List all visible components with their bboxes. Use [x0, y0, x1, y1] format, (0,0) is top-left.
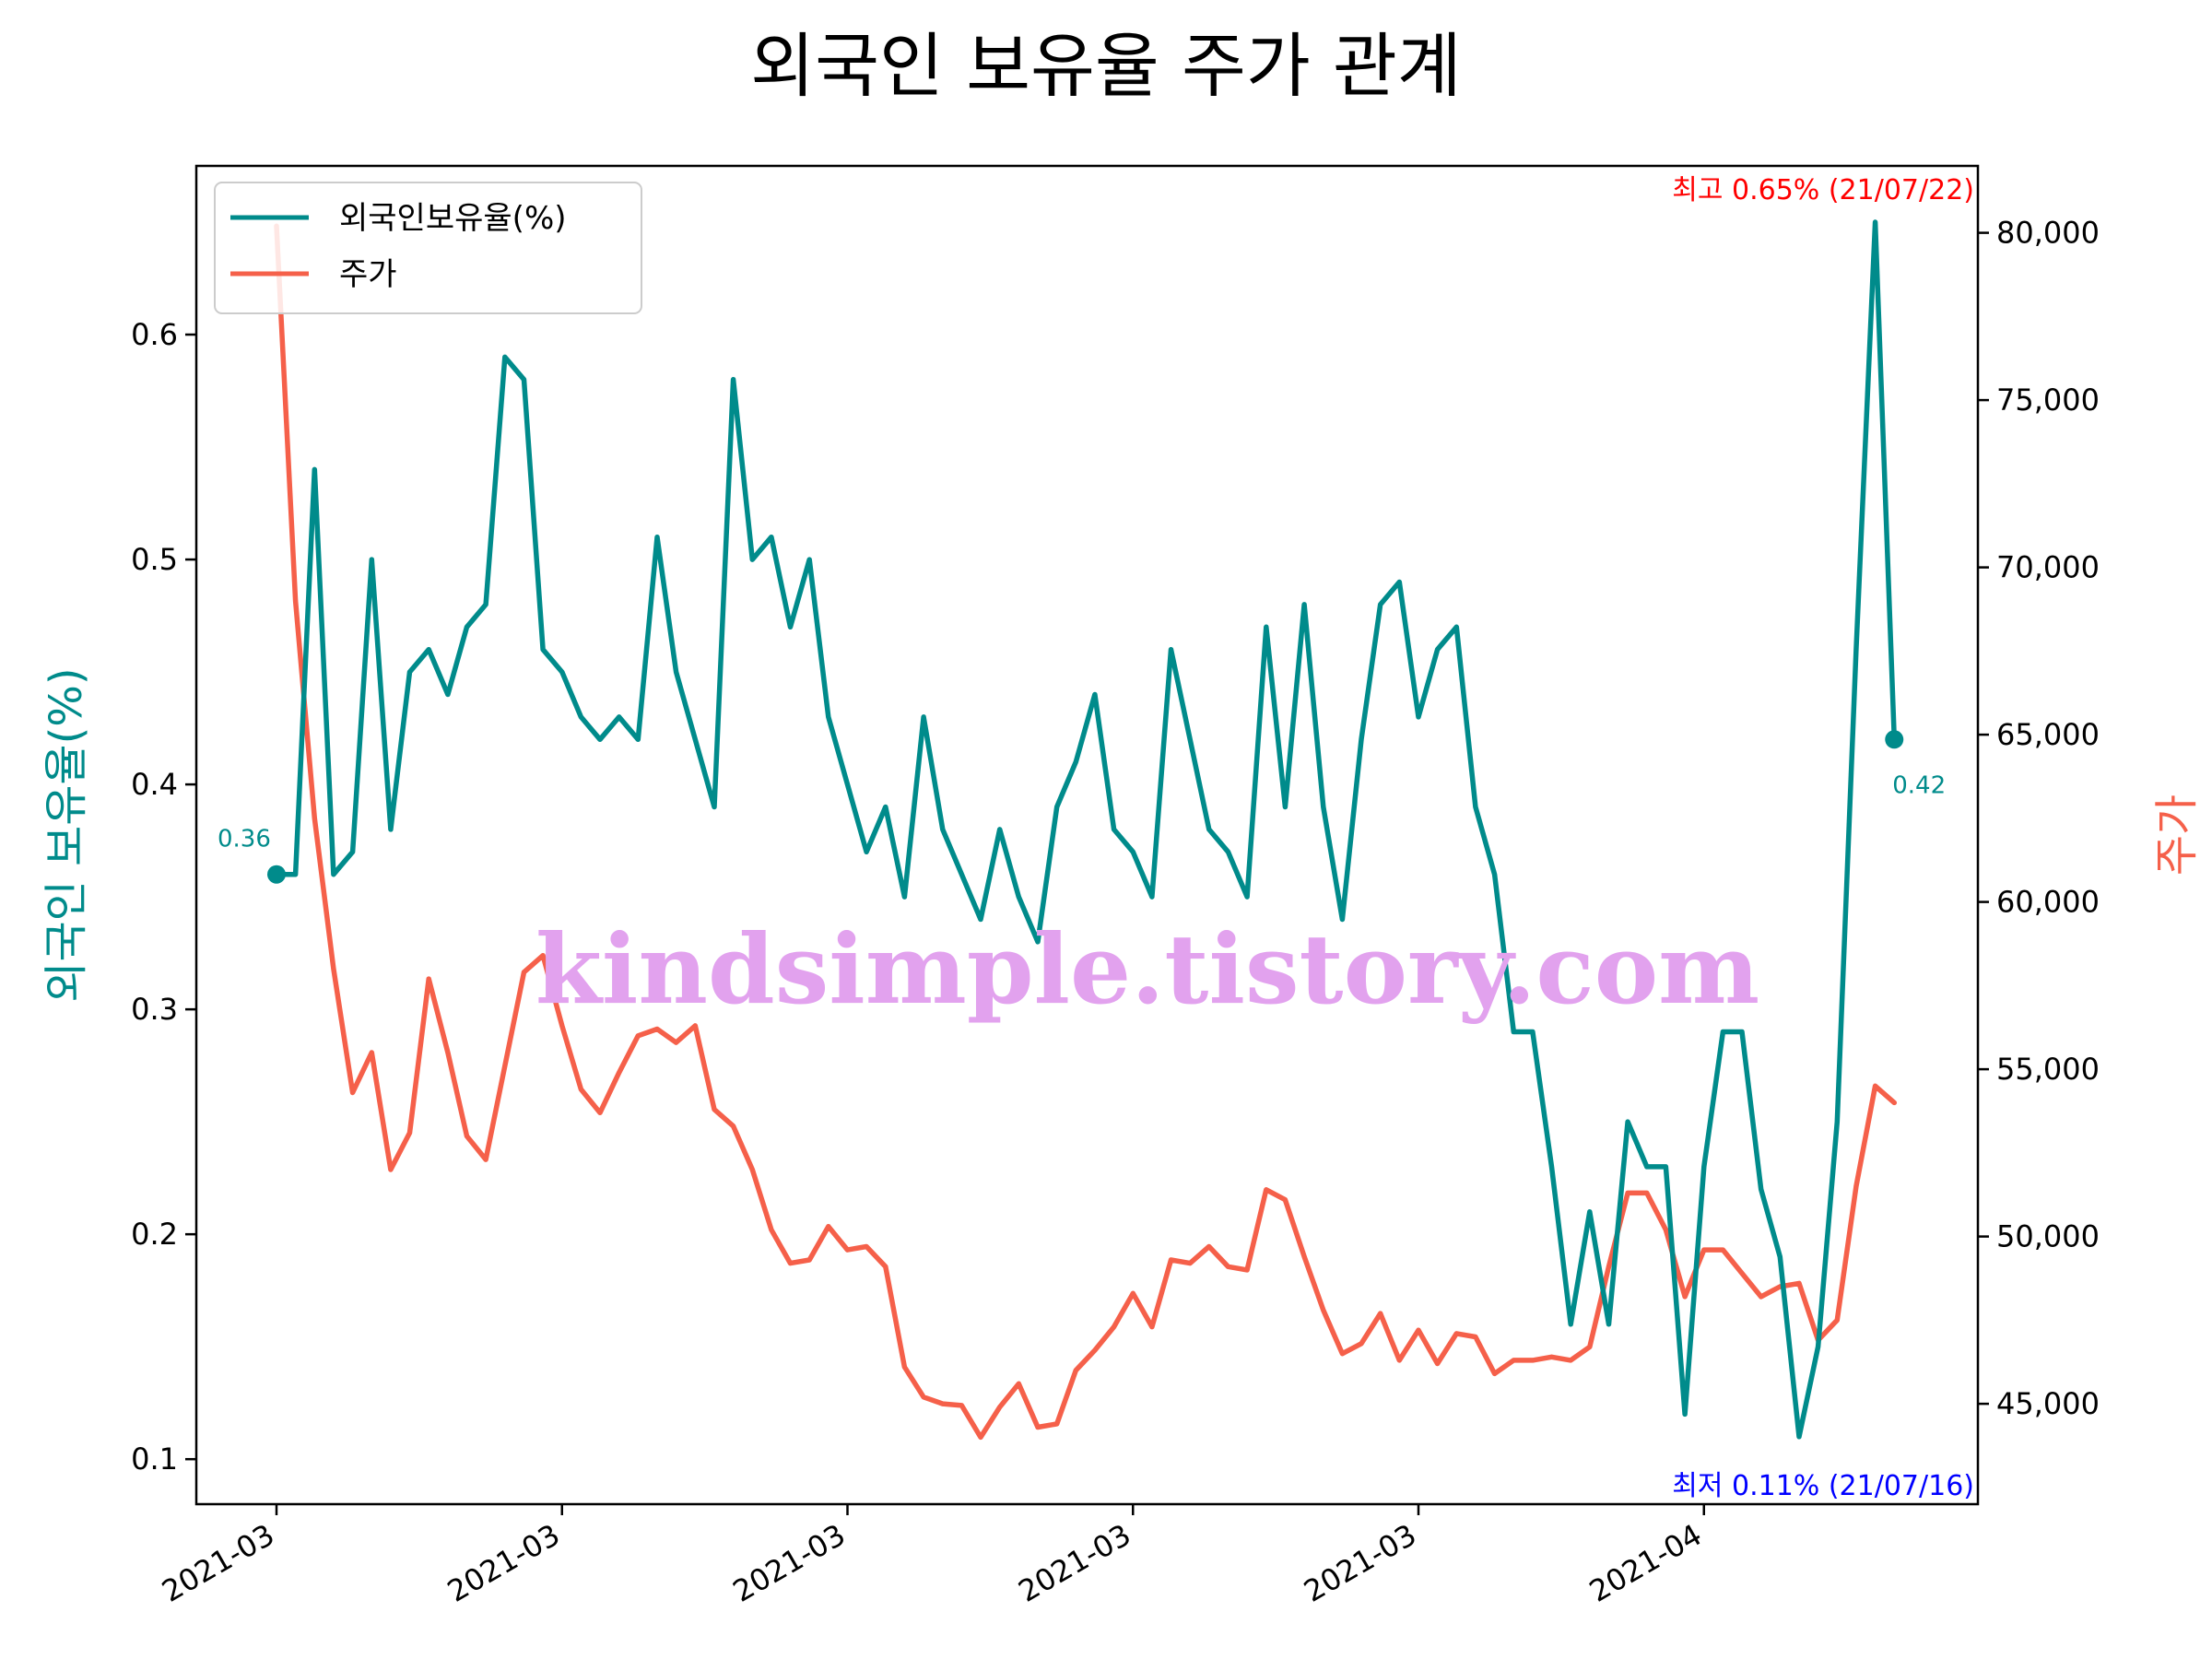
right-tick-label: 70,000 — [1996, 550, 2100, 585]
legend-box — [214, 182, 642, 314]
x-tick-label: 2021-03 — [727, 1517, 852, 1609]
x-axis: 2021-03 2021-03 2021-03 2021-03 2021-03 2021-… — [156, 1504, 1708, 1609]
left-tick-label: 0.3 — [131, 992, 178, 1027]
start-value-label: 0.36 — [218, 826, 271, 853]
right-axis-label: 주가 — [2151, 794, 2203, 876]
left-tick-label: 0.6 — [131, 317, 178, 352]
left-axis-label: 외국인 보유율(%) — [41, 667, 92, 1002]
right-tick-label: 60,000 — [1996, 885, 2100, 920]
left-tick-label: 0.4 — [131, 767, 178, 802]
left-tick-label: 0.1 — [131, 1441, 178, 1477]
right-tick-label: 50,000 — [1996, 1219, 2100, 1254]
end-value-label: 0.42 — [1892, 771, 1946, 799]
left-y-axis: 0.1 0.2 0.3 0.4 0.5 0.6 — [131, 317, 196, 1477]
x-tick-label: 2021-04 — [1583, 1517, 1708, 1609]
legend-label-foreign-ratio: 외국인보유율(%) — [339, 200, 567, 237]
legend-label-stock-price: 주가 — [339, 256, 397, 293]
x-tick-label: 2021-03 — [1298, 1517, 1422, 1609]
x-tick-label: 2021-03 — [441, 1517, 566, 1609]
max-annotation: 최고 0.65% (21/07/22) — [1672, 174, 1974, 206]
x-tick-label: 2021-03 — [1012, 1517, 1136, 1609]
start-point-marker — [267, 865, 286, 884]
watermark-text: kindsimple.tistory.com — [535, 912, 1759, 1026]
chart-title: 외국인 보유율 주가 관계 — [750, 25, 1462, 107]
right-tick-label: 80,000 — [1996, 216, 2100, 251]
right-tick-label: 65,000 — [1996, 717, 2100, 752]
series-layer — [274, 219, 1898, 1441]
left-tick-label: 0.5 — [131, 542, 178, 577]
series-line-stock-price — [274, 223, 1898, 1441]
right-tick-label: 45,000 — [1996, 1386, 2100, 1421]
end-point-marker — [1885, 730, 1904, 749]
right-y-axis: 45,000 50,000 55,000 60,000 65,000 70,000 75,0… — [1978, 216, 2100, 1421]
right-tick-label: 55,000 — [1996, 1052, 2100, 1087]
x-tick-label: 2021-03 — [156, 1517, 280, 1609]
plot-area — [194, 164, 1980, 1506]
left-tick-label: 0.2 — [131, 1217, 178, 1252]
annotation-layer: 0.36 0.42 최고 0.65% (21/07/22) 최저 0.11% (21/… — [218, 174, 1974, 1502]
legend: 외국인보유율(%) 주가 — [214, 182, 642, 314]
min-annotation: 최저 0.11% (21/07/16) — [1672, 1470, 1974, 1502]
series-line-foreign-ratio — [274, 219, 1898, 1440]
right-tick-label: 75,000 — [1996, 382, 2100, 418]
